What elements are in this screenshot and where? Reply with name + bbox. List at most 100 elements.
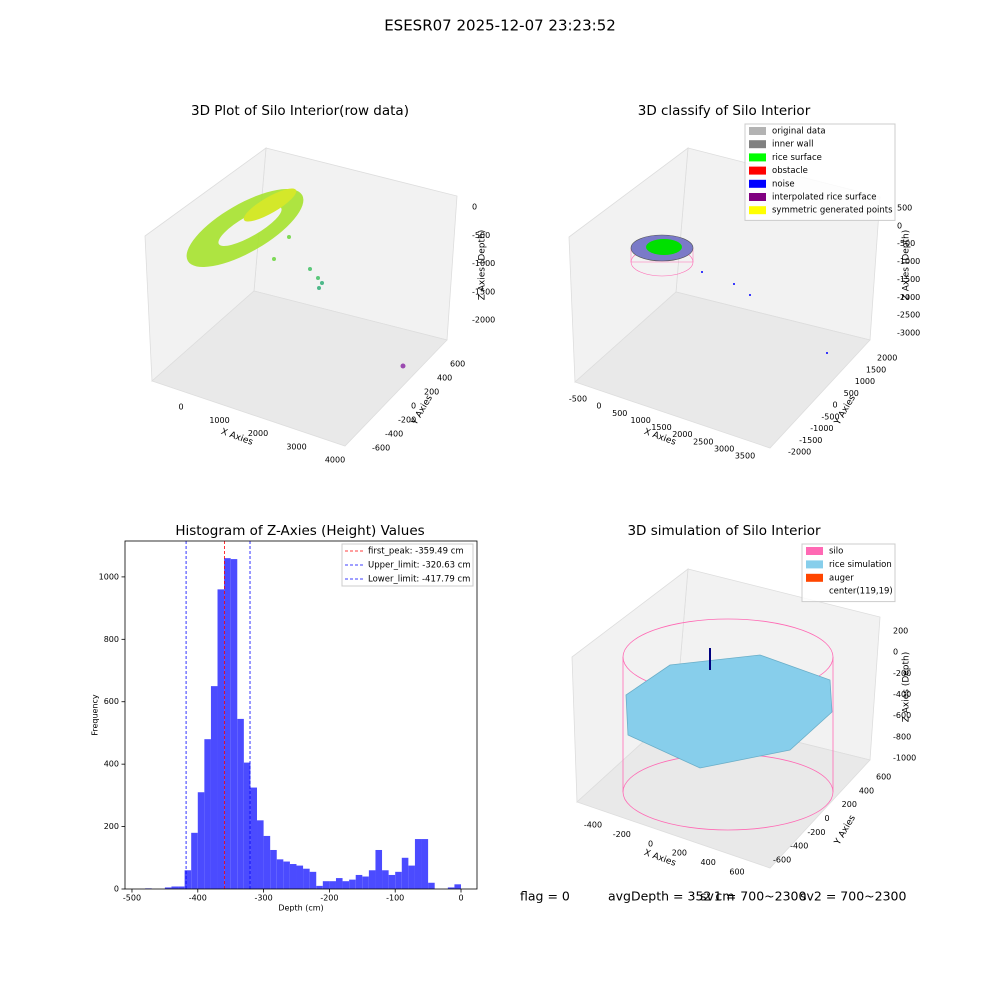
- chart-title: 3D Plot of Silo Interior(row data): [191, 103, 409, 119]
- z-tick-label: 500: [897, 204, 912, 213]
- legend-box: [341, 543, 474, 587]
- z-tick-label: -2000: [472, 316, 495, 325]
- bar: [243, 762, 251, 889]
- x-tick-label: 600: [729, 868, 744, 877]
- chart-title: 3D simulation of Silo Interior: [627, 523, 821, 539]
- bar: [224, 558, 231, 889]
- y-tick-label: 0: [114, 885, 119, 894]
- y-axis-label: Y Axies: [832, 813, 858, 847]
- bar: [414, 839, 422, 889]
- y-tick-label: 800: [104, 635, 119, 644]
- bar: [210, 686, 218, 889]
- y-tick-label: -400: [790, 842, 808, 851]
- y-tick-label: -200: [807, 828, 825, 837]
- legend-swatch: [749, 206, 766, 215]
- y-tick-label: -1000: [810, 424, 833, 433]
- y-tick-label: 400: [859, 786, 874, 795]
- x-tick-label: 0: [648, 839, 653, 848]
- y-tick-label: 1000: [855, 377, 875, 386]
- bar: [316, 885, 323, 889]
- bar: [342, 881, 350, 889]
- x-tick-label: 2000: [672, 430, 692, 439]
- z-tick-label: 0: [472, 203, 477, 212]
- x-tick-label: -400: [189, 894, 207, 903]
- legend-swatch: [806, 547, 823, 555]
- x-tick-label: 3000: [286, 442, 306, 451]
- x-tick-label: 4000: [325, 456, 345, 465]
- legend-swatch: [806, 560, 823, 569]
- bar: [309, 871, 317, 889]
- z-tick-label: -3000: [897, 329, 920, 338]
- z-tick-label: -800: [893, 732, 911, 741]
- point-cloud: [186, 188, 828, 369]
- chart-title: Histogram of Z-Axies (Height) Values: [175, 523, 424, 539]
- bar: [263, 835, 271, 889]
- z-tick-label: -1500: [472, 287, 495, 296]
- bar: [303, 868, 310, 889]
- z-tick-label: 0: [897, 221, 902, 230]
- y-axis-label: Y Axies: [832, 393, 858, 427]
- bar: [217, 589, 225, 889]
- legend-label: Lower_limit: -417.79 cm: [368, 575, 470, 585]
- legend-swatch: [749, 166, 766, 175]
- z-tick-label: 200: [893, 627, 908, 636]
- y-tick-label: 600: [876, 773, 891, 782]
- x-tick-label: -200: [320, 894, 338, 903]
- y-tick-label: -600: [372, 444, 390, 453]
- bar: [362, 876, 369, 889]
- z-tick-label: -500: [472, 231, 490, 240]
- bar: [454, 884, 462, 889]
- bar: [355, 874, 363, 889]
- y-axis-label: Frequency: [91, 694, 100, 736]
- bar: [184, 870, 192, 889]
- bar: [204, 739, 211, 889]
- x-tick-label: 0: [178, 403, 183, 412]
- z-axis-label: Z Axies (Depth): [902, 230, 912, 301]
- x-tick-label: 1500: [651, 423, 671, 432]
- x-tick-label: -500: [569, 395, 587, 404]
- bar: [375, 849, 383, 889]
- legend-label: Upper_limit: -320.63 cm: [368, 561, 471, 571]
- x-tick-label: -200: [613, 830, 631, 839]
- z-tick-label: -2000: [897, 293, 920, 302]
- bar: [401, 857, 409, 889]
- x-tick-label: 0: [596, 402, 601, 411]
- y-tick-label: 0: [825, 814, 830, 823]
- y-tick-label: 500: [844, 389, 859, 398]
- z-tick-label: -1500: [897, 275, 920, 284]
- legend-swatch: [806, 573, 823, 582]
- legend-label: rice simulation: [829, 560, 892, 570]
- bar: [388, 874, 396, 889]
- z-tick-label: -600: [893, 711, 911, 720]
- legend-label: auger: [829, 573, 854, 583]
- x-tick-label: 200: [672, 849, 687, 858]
- z-axis-label: Z Axies (Depth): [478, 230, 488, 301]
- legend-label: noise: [772, 179, 795, 189]
- z-tick-label: -1000: [472, 259, 495, 268]
- legend-label: symmetric generated points: [772, 206, 893, 216]
- legend-swatch: [749, 179, 766, 188]
- legend-swatch: [749, 153, 766, 162]
- legend-label: inner wall: [772, 140, 813, 150]
- bar: [408, 865, 415, 889]
- y-tick-label: -1500: [799, 436, 822, 445]
- y-tick-label: 200: [842, 800, 857, 809]
- y-tick-label: 200: [104, 822, 119, 831]
- footer-text: flag = 0: [520, 889, 570, 904]
- y-tick-label: 600: [450, 360, 465, 369]
- y-tick-label: 400: [437, 374, 452, 383]
- footer-text: sv1 = 700~2300: [700, 889, 806, 904]
- legend-swatch: [749, 127, 766, 135]
- y-tick-label: 400: [104, 760, 119, 769]
- z-tick-label: -200: [893, 669, 911, 678]
- bar: [395, 871, 402, 889]
- legend-label: rice surface: [772, 153, 822, 163]
- chart-title: 3D classify of Silo Interior: [638, 103, 811, 119]
- bar: [270, 849, 277, 889]
- y-tick-label: -600: [773, 856, 791, 865]
- bar: [237, 718, 244, 889]
- footer: flag = 0 avgDepth = 352 cm sv1 = 700~230…: [520, 889, 906, 904]
- footer-text: sv2 = 700~2300: [800, 889, 906, 904]
